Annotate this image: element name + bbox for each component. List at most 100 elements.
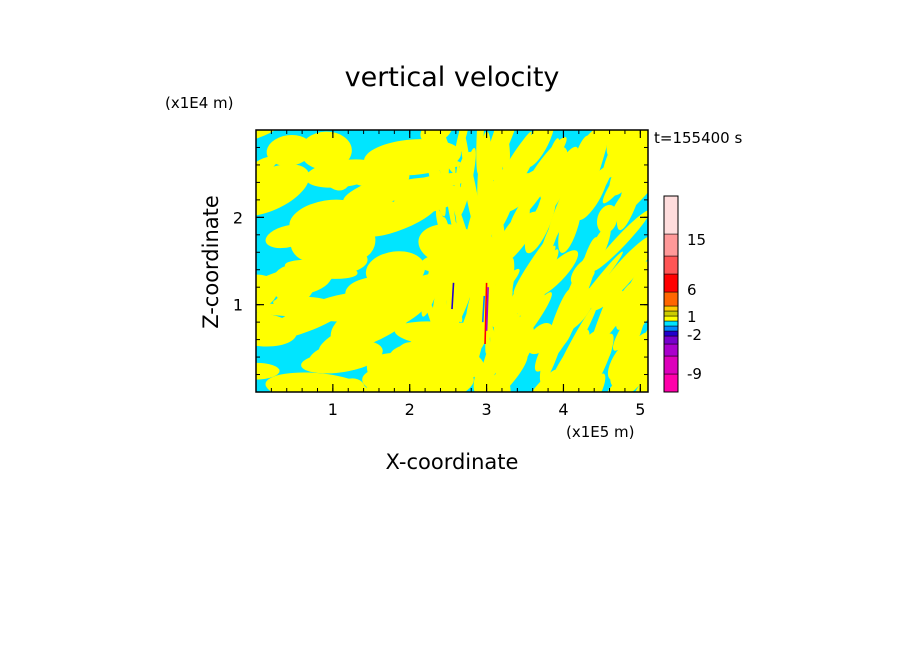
positive-patch xyxy=(612,279,648,351)
positive-patch xyxy=(517,131,542,158)
positive-patch xyxy=(361,304,426,341)
positive-patch xyxy=(510,163,558,226)
colorbar-band xyxy=(663,273,679,293)
positive-patch xyxy=(301,351,370,374)
positive-patch xyxy=(623,355,648,392)
positive-patch xyxy=(484,130,519,183)
colorbar-label: 15 xyxy=(687,231,706,249)
colorbar-band xyxy=(663,343,679,357)
positive-patch xyxy=(271,264,315,304)
positive-patch xyxy=(466,303,487,380)
positive-patch xyxy=(551,253,590,345)
positive-patch xyxy=(622,299,648,386)
positive-patch xyxy=(434,280,447,359)
positive-patch xyxy=(563,251,623,327)
positive-patch xyxy=(516,274,535,315)
x-tick-label: 5 xyxy=(635,400,645,419)
colorbar-label: -9 xyxy=(687,365,702,383)
positive-patch xyxy=(552,302,598,385)
colorbar-band xyxy=(663,325,679,332)
positive-patch xyxy=(473,366,483,392)
positive-patch xyxy=(541,216,560,256)
x-tick-label: 2 xyxy=(405,400,415,419)
positive-patch xyxy=(494,131,532,190)
x-tick-label: 3 xyxy=(481,400,491,419)
extreme-streak xyxy=(451,282,455,310)
positive-patch xyxy=(446,239,476,302)
positive-patch xyxy=(587,276,619,356)
positive-patch xyxy=(627,151,643,179)
extreme-streaks xyxy=(451,282,489,344)
positive-patch xyxy=(477,159,532,222)
positive-patch xyxy=(277,293,368,325)
y-tick-label: 1 xyxy=(233,296,243,315)
positive-patch xyxy=(468,227,479,303)
y-axis: 12 xyxy=(233,146,648,376)
colorbar-band xyxy=(663,233,679,257)
positive-patch xyxy=(591,234,648,311)
positive-patch xyxy=(443,256,451,282)
positive-patch xyxy=(609,147,648,222)
colorbar-band xyxy=(663,373,679,393)
y-scale-label: (x1E4 m) xyxy=(165,94,234,112)
positive-patch xyxy=(454,130,472,161)
positive-patch xyxy=(256,130,284,144)
colorbar-band xyxy=(663,320,679,327)
extreme-streak xyxy=(481,295,486,323)
positive-patch xyxy=(256,164,310,217)
extreme-streak xyxy=(484,282,488,344)
colorbar-frame xyxy=(663,195,679,393)
plot-frame xyxy=(255,129,649,393)
positive-patch xyxy=(455,164,461,202)
colorbar-band xyxy=(663,305,679,312)
positive-patch xyxy=(303,246,368,275)
positive-patch xyxy=(517,324,535,363)
colorbar-label: 6 xyxy=(687,281,697,299)
positive-patch xyxy=(362,365,431,392)
colorbar-band xyxy=(663,255,679,275)
positive-patch xyxy=(610,281,639,327)
positive-patch xyxy=(493,292,552,368)
colorbar-band xyxy=(663,291,679,307)
time-label: t=155400 s xyxy=(654,129,742,147)
positive-patch xyxy=(505,231,527,253)
positive-patch xyxy=(592,209,648,272)
extreme-streak xyxy=(485,287,489,331)
positive-patch xyxy=(578,274,614,313)
positive-patch xyxy=(455,280,466,323)
positive-field xyxy=(256,130,648,392)
colorbar-band xyxy=(663,330,679,337)
positive-patch xyxy=(266,134,313,166)
positive-patch xyxy=(494,275,515,334)
positive-patch xyxy=(335,378,365,392)
colorbar-label: -2 xyxy=(687,326,702,344)
y-axis-title: Z-coordinate xyxy=(199,195,223,329)
x-tick-label: 1 xyxy=(328,400,338,419)
velocity-field xyxy=(256,130,648,392)
positive-patch xyxy=(566,176,598,223)
positive-patch xyxy=(525,369,558,392)
positive-patch xyxy=(607,335,642,381)
positive-patch xyxy=(487,268,520,304)
positive-patch xyxy=(476,130,485,174)
positive-patch xyxy=(536,146,579,221)
positive-patch xyxy=(438,147,448,175)
colorbar-band xyxy=(663,195,679,235)
positive-patch xyxy=(597,153,615,194)
colorbar-band xyxy=(663,335,679,345)
positive-patch xyxy=(265,224,312,249)
positive-patch xyxy=(452,299,476,376)
positive-patch xyxy=(509,165,542,209)
x-scale-label: (x1E5 m) xyxy=(566,423,635,441)
positive-patch xyxy=(343,173,410,205)
positive-patch xyxy=(623,130,648,168)
colorbar-band xyxy=(663,310,679,317)
positive-patch xyxy=(427,262,443,287)
colorbar-band xyxy=(663,315,679,322)
positive-patch xyxy=(300,131,352,170)
positive-patch xyxy=(591,373,606,392)
x-tick-label: 4 xyxy=(558,400,568,419)
x-axis-title: X-coordinate xyxy=(386,450,519,474)
y-tick-label: 2 xyxy=(233,208,243,227)
